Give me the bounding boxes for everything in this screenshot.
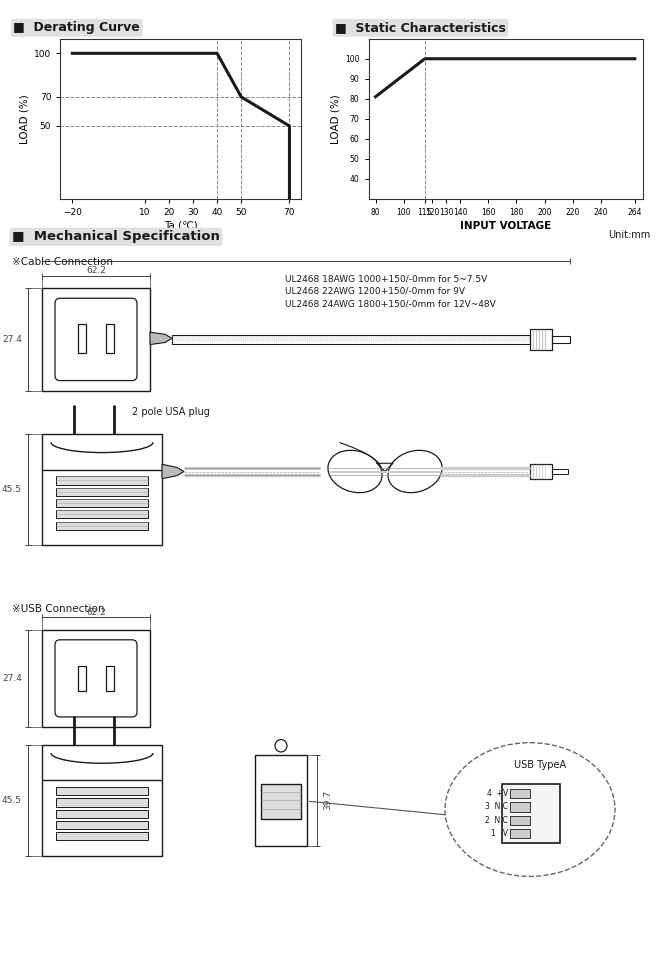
Bar — [106, 324, 114, 353]
Bar — [510, 789, 530, 798]
Text: 1  -V: 1 -V — [491, 829, 508, 838]
Bar — [42, 288, 150, 391]
Bar — [56, 787, 148, 796]
Bar — [530, 329, 552, 350]
Text: 45.5: 45.5 — [2, 796, 22, 805]
Bar — [56, 832, 148, 840]
Text: 2 pole USA plug: 2 pole USA plug — [132, 407, 210, 418]
Bar — [78, 324, 86, 353]
Polygon shape — [162, 464, 184, 479]
Text: 62.2: 62.2 — [86, 608, 106, 616]
Text: UL2468 24AWG 1800+150/-0mm for 12V~48V: UL2468 24AWG 1800+150/-0mm for 12V~48V — [285, 299, 496, 308]
Text: 62.2: 62.2 — [86, 266, 106, 275]
Bar — [42, 745, 162, 856]
Text: ■  Derating Curve: ■ Derating Curve — [13, 21, 140, 34]
Bar — [56, 798, 148, 806]
X-axis label: INPUT VOLTAGE: INPUT VOLTAGE — [460, 221, 551, 231]
Bar — [106, 666, 114, 691]
Text: 2  N.C: 2 N.C — [485, 816, 508, 825]
Bar — [261, 784, 301, 819]
Bar — [56, 499, 148, 507]
Bar — [255, 755, 307, 846]
X-axis label: Ta (℃): Ta (℃) — [164, 221, 198, 231]
Text: Unit:mm: Unit:mm — [608, 231, 650, 240]
Text: 27.4: 27.4 — [2, 335, 22, 344]
Bar — [552, 469, 568, 474]
Text: ■  Mechanical Specification: ■ Mechanical Specification — [12, 231, 220, 243]
Bar — [42, 434, 162, 546]
Text: ※USB Connection: ※USB Connection — [12, 604, 105, 613]
Polygon shape — [150, 332, 172, 345]
Bar — [502, 784, 560, 843]
Text: 3  N.C: 3 N.C — [485, 802, 508, 811]
Text: 4  +V: 4 +V — [486, 789, 508, 798]
Bar — [56, 521, 148, 530]
Y-axis label: LOAD (%): LOAD (%) — [20, 94, 30, 143]
Text: ※Cable Connection: ※Cable Connection — [12, 257, 113, 267]
Text: 45.5: 45.5 — [2, 485, 22, 494]
Bar — [172, 335, 530, 344]
Text: UL2468 18AWG 1000+150/-0mm for 5~7.5V: UL2468 18AWG 1000+150/-0mm for 5~7.5V — [285, 274, 487, 284]
Bar — [510, 816, 530, 825]
Bar — [530, 464, 552, 479]
Bar — [56, 511, 148, 518]
Bar — [552, 336, 570, 342]
Bar — [56, 487, 148, 496]
Bar — [510, 802, 530, 812]
Text: USB TypeA: USB TypeA — [514, 760, 566, 770]
Bar — [78, 666, 86, 691]
Text: 27.4: 27.4 — [2, 673, 22, 683]
Text: UL2468 22AWG 1200+150/-0mm for 9V: UL2468 22AWG 1200+150/-0mm for 9V — [285, 287, 465, 296]
Bar — [56, 821, 148, 829]
Bar — [56, 477, 148, 484]
Text: 39.7: 39.7 — [323, 791, 332, 810]
Text: ■  Static Characteristics: ■ Static Characteristics — [335, 21, 506, 34]
Bar — [510, 829, 530, 838]
Bar — [56, 809, 148, 818]
Y-axis label: LOAD (%): LOAD (%) — [331, 94, 341, 143]
Bar — [42, 630, 150, 728]
